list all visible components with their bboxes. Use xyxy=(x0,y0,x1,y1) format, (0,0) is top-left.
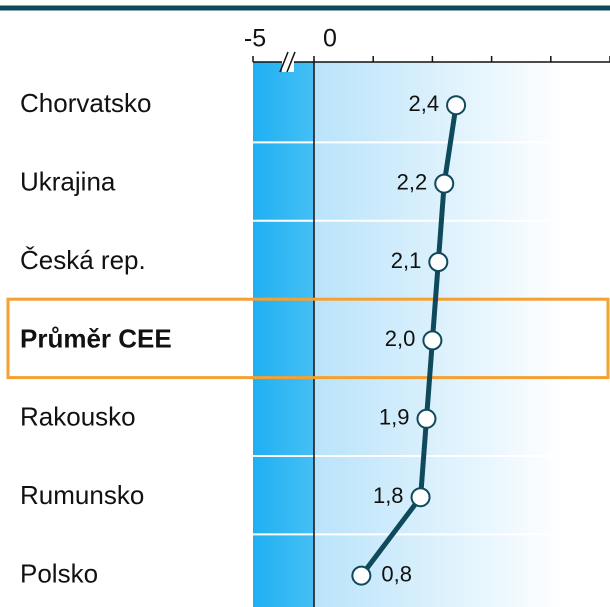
point xyxy=(351,565,372,586)
point xyxy=(446,95,467,116)
point xyxy=(416,408,437,429)
x-tick-label: 0 xyxy=(323,25,337,53)
value-label: 2,2 xyxy=(397,169,428,194)
category-label: Chorvatsko xyxy=(20,88,152,118)
point xyxy=(434,173,455,194)
axis-break-gap xyxy=(282,52,294,72)
point xyxy=(410,487,431,508)
positive-zone xyxy=(314,62,610,607)
axis-break xyxy=(286,51,296,73)
category-label: Průměr CEE xyxy=(20,323,172,353)
value-label: 2,1 xyxy=(391,248,422,273)
highlight-box xyxy=(6,297,610,380)
axis-break xyxy=(279,51,289,73)
value-label: 1,9 xyxy=(379,405,410,430)
value-label: 2,0 xyxy=(385,326,416,351)
value-label: 1,8 xyxy=(373,483,404,508)
category-label: Ukrajina xyxy=(20,166,116,196)
value-label: 0,8 xyxy=(381,561,412,586)
x-tick-label: -5 xyxy=(244,25,266,53)
point xyxy=(428,252,449,272)
category-label: Polsko xyxy=(20,558,98,588)
value-label: 2,4 xyxy=(408,91,439,116)
negative-zone xyxy=(253,62,314,607)
category-label: Rumunsko xyxy=(20,480,144,510)
category-label: Česká rep. xyxy=(20,245,146,275)
category-label: Rakousko xyxy=(20,402,136,432)
point xyxy=(422,330,443,351)
